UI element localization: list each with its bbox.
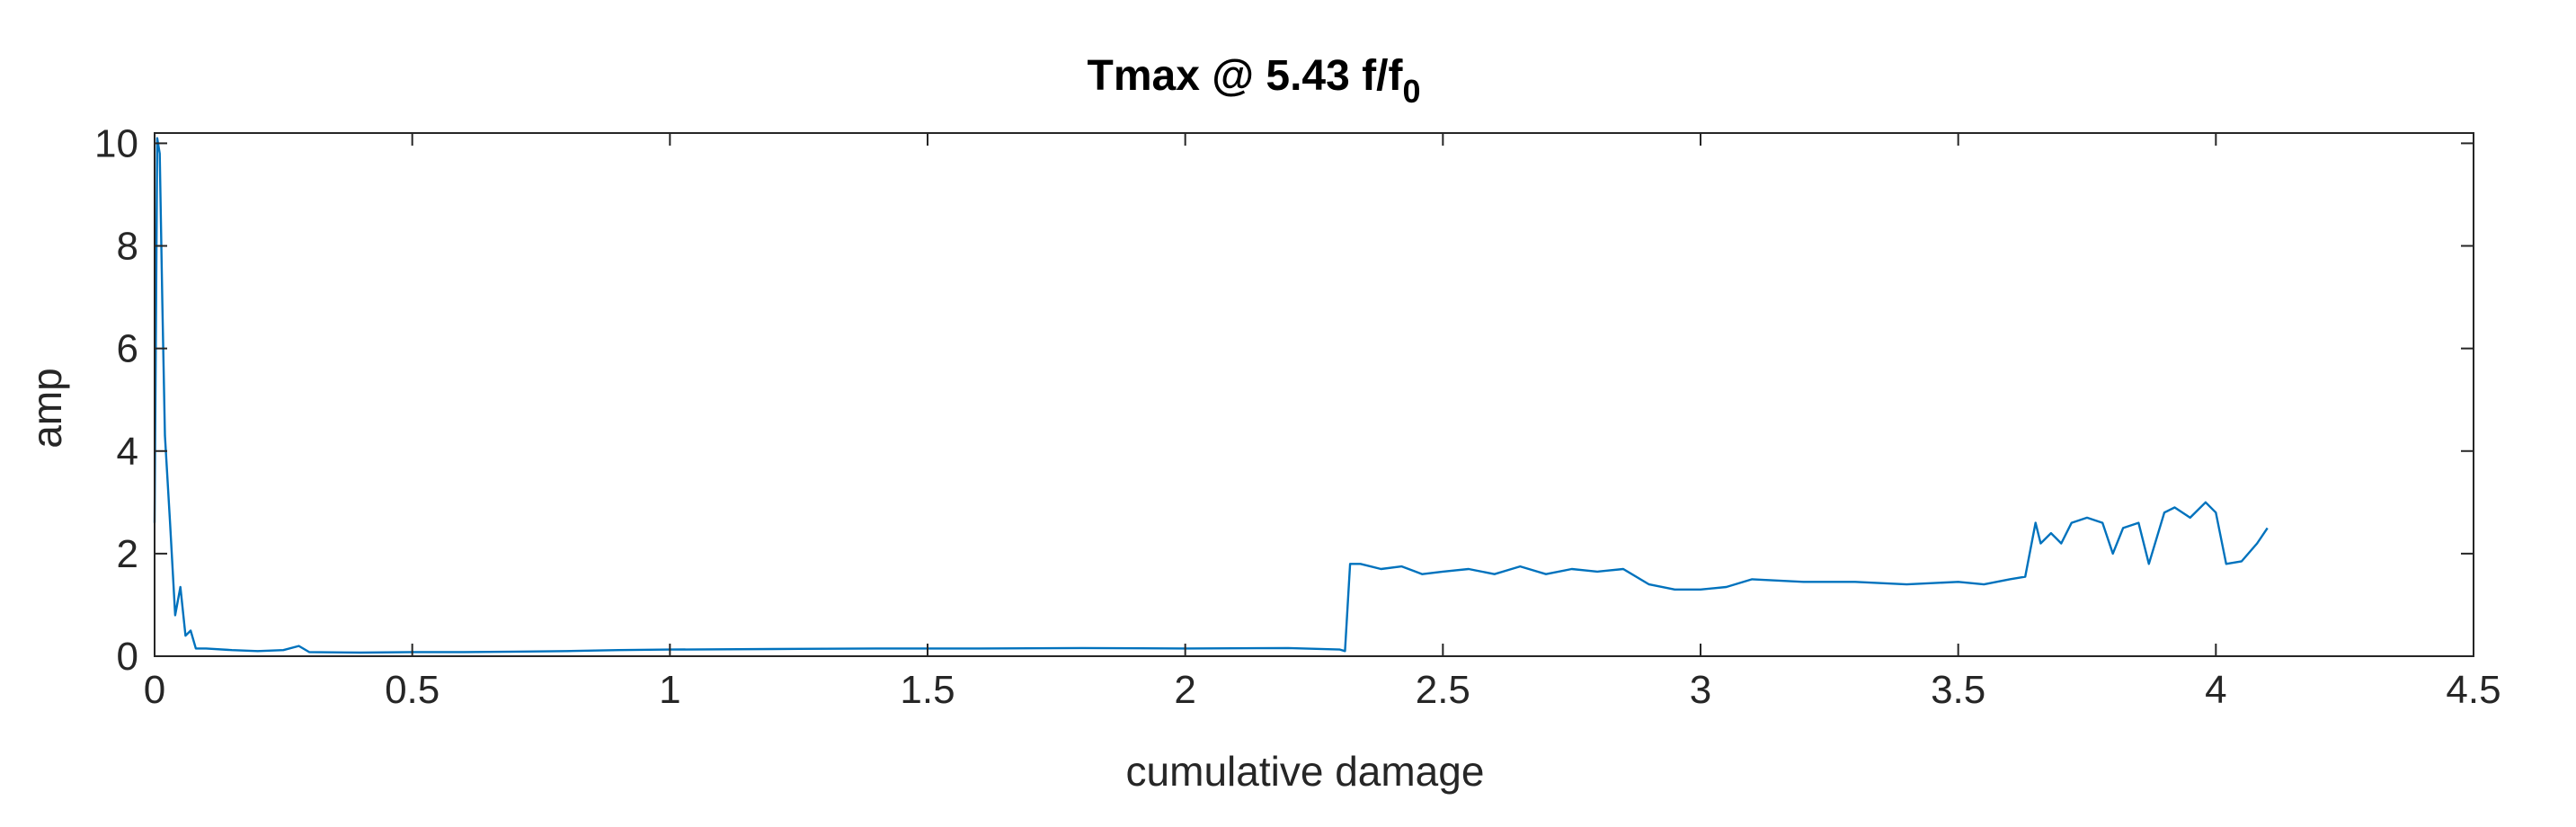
x-tick-label: 2	[1174, 668, 1195, 712]
x-axis-label: cumulative damage	[1126, 748, 1485, 795]
chart-title-subscript: 0	[1402, 73, 1420, 110]
series-line	[153, 137, 2269, 654]
x-tick-label: 4	[2205, 668, 2226, 712]
chart-title: Tmax @ 5.43 f/f0	[1088, 52, 1421, 110]
x-tick-label: 0	[144, 668, 165, 712]
y-tick-label: 2	[117, 532, 138, 576]
y-tick-label: 6	[117, 327, 138, 371]
x-tick-label: 2.5	[1416, 668, 1470, 712]
x-tick-label: 4.5	[2446, 668, 2500, 712]
axes-box	[154, 132, 2474, 657]
x-tick-label: 0.5	[385, 668, 440, 712]
x-tick-label: 1.5	[900, 668, 955, 712]
x-tick-label: 3	[1690, 668, 1711, 712]
chart-title-main: Tmax @ 5.43 f/f	[1088, 52, 1404, 100]
x-tick-label: 3.5	[1931, 668, 1985, 712]
y-tick-label: 0	[117, 635, 138, 679]
plot-area	[153, 132, 2474, 657]
x-tick-label: 1	[659, 668, 680, 712]
y-tick-label: 10	[94, 121, 138, 165]
tick-labels: 0 0.5 1 1.5 2 2.5 3 3.5 4 4.5 0 2 4 6 8 10	[94, 121, 2501, 712]
y-tick-label: 4	[117, 430, 138, 474]
y-axis-label: amp	[23, 368, 70, 448]
tick-marks	[154, 133, 2474, 657]
y-tick-label: 8	[117, 225, 138, 269]
